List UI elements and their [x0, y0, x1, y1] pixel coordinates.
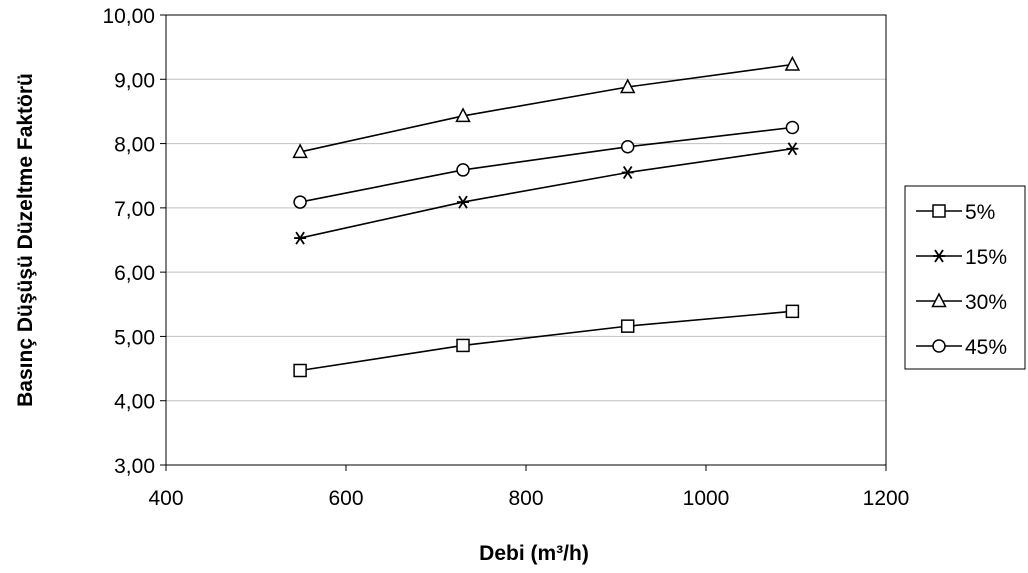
series-line-45pct: [299, 126, 793, 203]
data-point-15pct: [621, 166, 634, 179]
legend: 5% 15% 30% 45%: [904, 185, 1026, 370]
legend-marker: [931, 292, 947, 308]
series-30pct: [292, 55, 801, 159]
data-point-15pct: [294, 231, 307, 245]
legend-marker: [932, 339, 946, 353]
x-tick-label: 400: [148, 487, 183, 510]
data-point-45pct: [785, 120, 800, 135]
series-45pct: [293, 120, 800, 209]
gridlines: [166, 78, 886, 402]
plot-area: [165, 14, 887, 466]
data-point-15pct: [457, 195, 469, 209]
x-tick-label: 600: [328, 487, 363, 510]
y-tick-label: 9,00: [114, 69, 155, 92]
x-tick-label: 800: [508, 487, 543, 510]
data-point-5pct: [456, 338, 470, 353]
legend-item-15pct: 15%: [916, 246, 1007, 269]
y-tick-label: 4,00: [114, 391, 155, 414]
series-line-30pct: [299, 63, 793, 153]
legend-label: 15%: [965, 246, 1007, 269]
y-tick-label: 7,00: [114, 198, 155, 221]
series-15pct: [294, 142, 799, 245]
legend-item-5pct: 5%: [916, 201, 995, 224]
series-5pct: [293, 304, 800, 378]
y-tick-label: 8,00: [114, 134, 155, 157]
y-axis-title: Basınç Düşüşü Düzeltme Faktörü: [14, 73, 37, 407]
legend-box: [904, 185, 1026, 370]
data-point-30pct: [619, 78, 636, 94]
legend-label: 45%: [965, 336, 1007, 359]
series-line-5pct: [299, 310, 793, 372]
y-tick-label: 6,00: [114, 262, 155, 285]
x-tick-label: 1000: [683, 487, 730, 510]
y-tick-label: 3,00: [114, 455, 155, 478]
y-tick-label: 10,00: [102, 5, 155, 28]
legend-marker: [933, 249, 945, 263]
x-tick-label: 1200: [863, 487, 910, 510]
data-point-30pct: [455, 107, 471, 123]
data-point-5pct: [785, 304, 800, 319]
data-point-5pct: [620, 319, 635, 333]
legend-label: 5%: [965, 201, 995, 224]
x-axis-title: Debi (m³/h): [479, 542, 589, 565]
series-group: [292, 55, 801, 378]
data-point-45pct: [620, 140, 635, 154]
data-point-30pct: [784, 55, 801, 71]
data-point-45pct: [456, 163, 470, 177]
legend-item-30pct: 30%: [916, 291, 1007, 314]
series-line-15pct: [299, 147, 793, 239]
legend-item-45pct: 45%: [916, 336, 1007, 359]
data-point-45pct: [293, 195, 307, 209]
data-point-5pct: [293, 363, 307, 378]
legend-marker: [932, 204, 946, 218]
legend-label: 30%: [965, 291, 1007, 314]
y-tick-label: 5,00: [114, 326, 155, 349]
data-point-15pct: [786, 142, 799, 156]
axis-ticks: 3,00 4,00 5,00 6,00 7,00 8,00 9,00 10,00 400 600 8…: [102, 5, 909, 510]
data-point-30pct: [292, 143, 308, 159]
